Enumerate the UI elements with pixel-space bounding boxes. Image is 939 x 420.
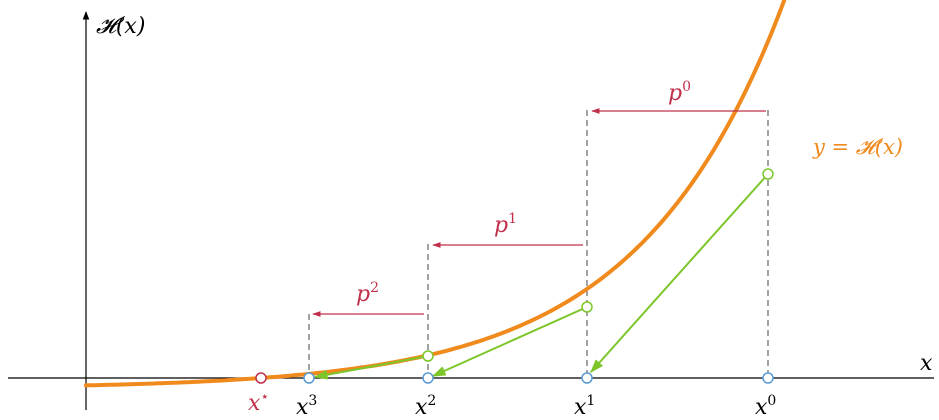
root-point: [255, 372, 267, 384]
tangent-from-x2: [313, 355, 429, 380]
axis-point-x1: [581, 372, 593, 384]
curve-point-x0: [762, 168, 774, 180]
curve-label: y = 𝓗(x): [812, 135, 903, 159]
root-label: x⋆: [248, 389, 269, 416]
tangent-from-x1: [431, 306, 588, 377]
tangent-from-x0: [590, 173, 769, 374]
curve-point-x2: [422, 350, 434, 362]
iterate-label-x3: x3: [296, 393, 317, 420]
step-label-p0: p0: [668, 79, 691, 106]
step-label-p2: p2: [356, 280, 379, 307]
function-curve: [84, 0, 787, 388]
iterate-label-x0: x0: [755, 393, 776, 420]
x-axis-label: x: [920, 351, 933, 376]
y-axis-label: 𝓗(x): [96, 14, 145, 39]
step-label-p1: p1: [494, 211, 517, 238]
axis-point-x2: [422, 372, 434, 384]
curve-point-x1: [581, 301, 593, 313]
iterate-label-x2: x2: [415, 393, 436, 420]
axis-point-x0: [762, 372, 774, 384]
axis-point-x3: [303, 372, 315, 384]
iterate-label-x1: x1: [574, 393, 595, 420]
